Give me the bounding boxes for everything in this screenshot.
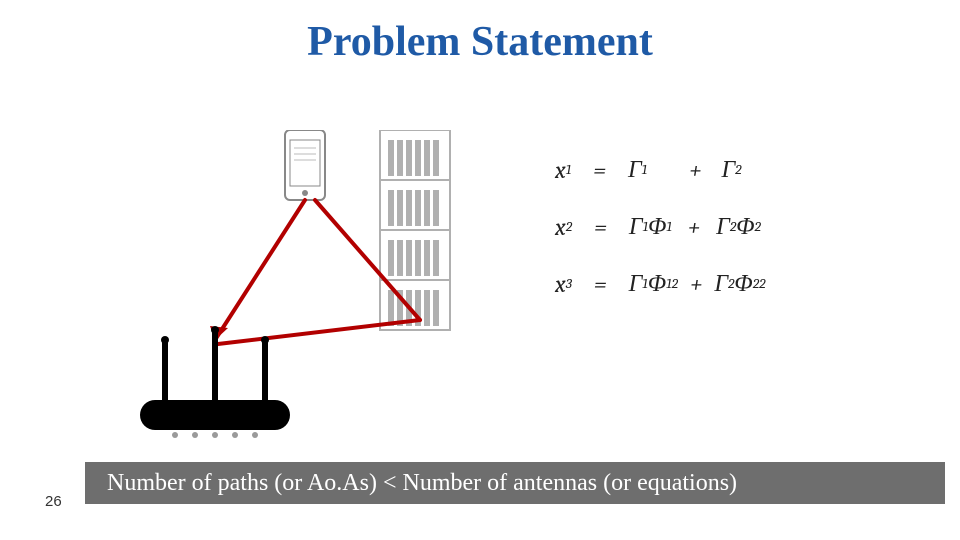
eq3-t1-psup: 2 — [672, 275, 678, 292]
eq2-t2-psub: 2 — [755, 218, 761, 235]
slide-title: Problem Statement — [0, 18, 960, 66]
path-diagram — [140, 130, 480, 450]
eq2-lhs-sub: 2 — [566, 218, 572, 235]
equation-1: x1 = Γ1 + Γ2 — [555, 155, 915, 184]
eq1-t1-gamma: Γ — [628, 155, 642, 184]
eq1-equals: = — [593, 156, 606, 184]
eq3-t1-gamma: Γ — [629, 269, 643, 298]
eq1-t2-gamma: Γ — [721, 155, 735, 184]
equations-block: x1 = Γ1 + Γ2 x2 = Γ1Φ1 + Γ2Φ2 x3 = Γ1Φ — [555, 155, 915, 326]
eq1-plus: + — [689, 156, 701, 184]
page-number: 26 — [45, 493, 62, 510]
eq2-plus: + — [688, 213, 700, 241]
eq3-lhs-var: x — [555, 270, 566, 298]
summary-text: Number of paths (or Ao.As) < Number of a… — [107, 470, 737, 497]
eq3-t2-phi: Φ — [734, 269, 752, 298]
eq2-t1-psub: 1 — [666, 218, 672, 235]
eq3-t2-gamma: Γ — [714, 269, 728, 298]
summary-bar: Number of paths (or Ao.As) < Number of a… — [85, 462, 945, 504]
eq1-lhs-var: x — [555, 156, 566, 184]
eq2-t1-gamma: Γ — [629, 212, 643, 241]
eq2-t2-phi: Φ — [736, 212, 754, 241]
eq3-equals: = — [594, 270, 607, 298]
eq3-t1-phi: Φ — [648, 269, 666, 298]
equation-3: x3 = Γ1Φ12 + Γ2Φ22 — [555, 269, 915, 298]
eq2-t2-gamma: Γ — [716, 212, 730, 241]
eq3-lhs-sub: 3 — [566, 275, 572, 292]
eq1-t2-sub: 2 — [735, 161, 741, 178]
eq2-lhs-var: x — [555, 213, 566, 241]
equation-2: x2 = Γ1Φ1 + Γ2Φ2 — [555, 212, 915, 241]
eq1-lhs-sub: 1 — [566, 161, 572, 178]
slide: Problem Statement x1 = Γ1 + Γ2 x2 = Γ1Φ1… — [0, 0, 960, 540]
diagram-svg — [140, 130, 480, 450]
eq3-t2-psup: 2 — [759, 275, 765, 292]
eq3-plus: + — [690, 270, 702, 298]
eq1-t1-sub: 1 — [642, 161, 648, 178]
eq2-t1-phi: Φ — [648, 212, 666, 241]
eq2-equals: = — [594, 213, 607, 241]
